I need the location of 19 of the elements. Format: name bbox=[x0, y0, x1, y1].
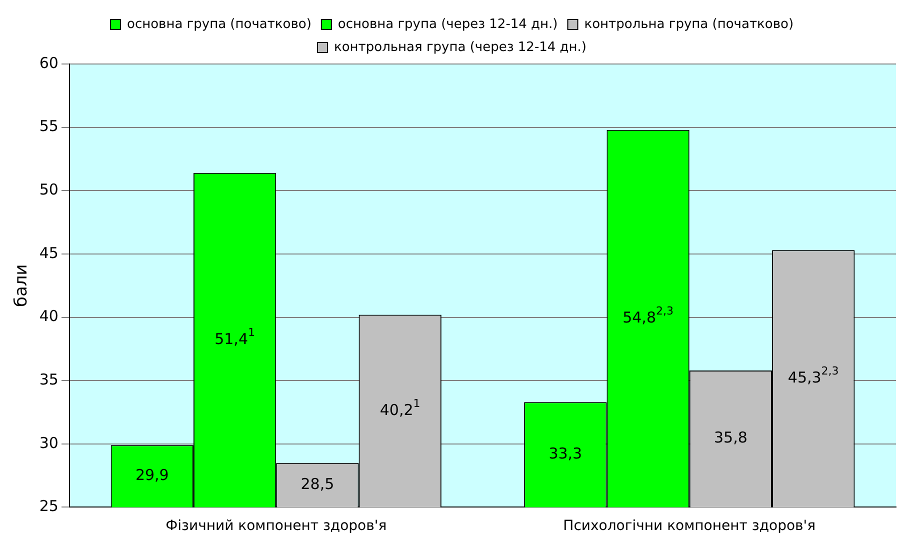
data-label: 33,3 bbox=[548, 444, 582, 463]
y-tick-label: 50 bbox=[39, 180, 58, 199]
legend-label: основна група (початково) bbox=[126, 16, 312, 32]
y-tick-label: 60 bbox=[39, 54, 58, 72]
y-tick-label: 30 bbox=[39, 434, 58, 452]
y-axis-title: бали bbox=[12, 264, 32, 308]
y-tick-label: 45 bbox=[39, 244, 58, 262]
data-label: 29,9 bbox=[135, 466, 169, 484]
y-tick-label: 55 bbox=[39, 117, 58, 136]
data-label: 28,5 bbox=[300, 474, 334, 493]
x-tick-label: Фізичний компонент здоров'я bbox=[166, 518, 387, 534]
legend-label: контрольна група (початково) bbox=[584, 16, 794, 32]
data-label: 35,8 bbox=[714, 428, 748, 447]
x-tick-label: Психологічни компонент здоров'я bbox=[563, 518, 816, 534]
legend-label: контрольная група (через 12-14 дн.) bbox=[334, 40, 587, 55]
y-tick-label: 40 bbox=[39, 307, 58, 326]
y-tick-label: 25 bbox=[39, 497, 58, 516]
legend-label: основна група (через 12-14 дн.) bbox=[338, 16, 558, 32]
y-tick-label: 35 bbox=[39, 370, 58, 388]
